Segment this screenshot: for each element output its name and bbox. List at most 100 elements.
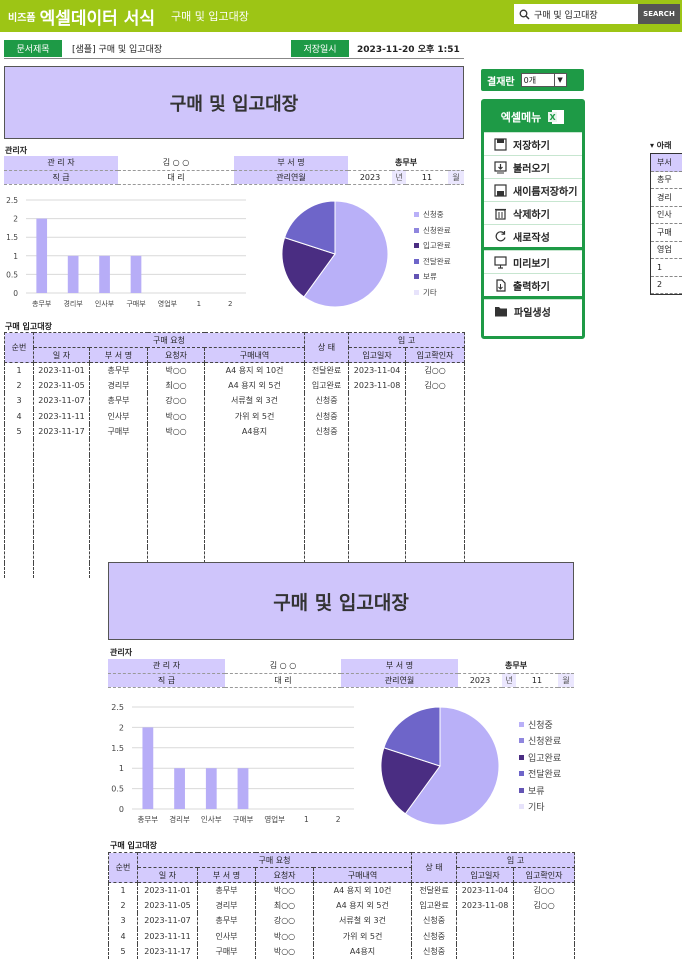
cell-content[interactable] <box>203 547 306 563</box>
cell-status[interactable]: 신청중 <box>304 393 350 409</box>
month-value[interactable]: 11 <box>406 170 448 185</box>
save-button[interactable]: 저장하기 <box>484 132 582 155</box>
cell-date[interactable] <box>33 501 90 517</box>
cell-requester[interactable] <box>147 547 205 563</box>
cell-status[interactable]: 입고완료 <box>411 897 458 914</box>
cell-rchecker[interactable] <box>405 439 466 455</box>
cell-no[interactable]: 2 <box>4 377 34 394</box>
cell-requester[interactable]: 최○○ <box>147 377 205 394</box>
cell-no[interactable]: 5 <box>108 944 138 960</box>
dept-value[interactable]: 총무부 <box>348 156 465 171</box>
cell-requester[interactable] <box>147 516 205 532</box>
new-button[interactable]: 새로작성 <box>484 224 582 247</box>
cell-date[interactable] <box>33 485 90 502</box>
cell-no[interactable] <box>4 516 34 532</box>
cell-date[interactable] <box>33 562 90 578</box>
cell-content[interactable] <box>203 531 306 548</box>
cell-date[interactable]: 2023-11-17 <box>33 424 90 440</box>
cell-dept[interactable]: 구매부 <box>89 424 148 440</box>
cell-dept[interactable]: 경리부 <box>89 377 148 394</box>
cell-requester[interactable]: 박○○ <box>255 882 314 898</box>
cell-rdate[interactable]: 2023-11-08 <box>348 377 407 394</box>
cell-content[interactable]: A4 용지 외 5건 <box>203 377 306 394</box>
cell-status[interactable] <box>304 454 350 471</box>
cell-date[interactable] <box>33 531 90 548</box>
create-file-button[interactable]: 파일생성 <box>484 299 582 322</box>
cell-status[interactable]: 신청중 <box>411 944 458 960</box>
cell-content[interactable] <box>203 439 306 455</box>
cell-rchecker[interactable] <box>405 516 466 532</box>
cell-rdate[interactable]: 2023-11-04 <box>456 882 515 898</box>
cell-date[interactable]: 2023-11-07 <box>33 393 90 409</box>
cell-no[interactable] <box>4 470 34 486</box>
cell-rchecker[interactable]: 김○○ <box>513 897 576 914</box>
cell-rdate[interactable] <box>456 928 515 945</box>
cell-dept[interactable] <box>89 470 148 486</box>
cell-no[interactable]: 4 <box>4 408 34 425</box>
cell-requester[interactable] <box>147 454 205 471</box>
cell-date[interactable] <box>33 547 90 563</box>
cell-status[interactable] <box>304 547 350 563</box>
cell-status[interactable] <box>304 516 350 532</box>
cell-dept[interactable]: 인사부 <box>197 928 256 945</box>
cell-rchecker[interactable]: 김○○ <box>405 377 466 394</box>
cell-rdate[interactable]: 2023-11-08 <box>456 897 515 914</box>
cell-rchecker[interactable] <box>513 928 576 945</box>
cell-status[interactable] <box>304 439 350 455</box>
cell-content[interactable]: A4 용지 외 10건 <box>203 362 306 378</box>
cell-status[interactable]: 신청중 <box>304 424 350 440</box>
print-button[interactable]: 출력하기 <box>484 273 582 296</box>
cell-rdate[interactable] <box>348 439 407 455</box>
cell-dept[interactable]: 경리부 <box>197 897 256 914</box>
cell-requester[interactable]: 박○○ <box>147 424 205 440</box>
cell-content[interactable]: A4용지 <box>203 424 306 440</box>
cell-requester[interactable]: 강○○ <box>147 393 205 409</box>
search-input[interactable]: 구매 및 입고대장 <box>514 4 638 24</box>
chevron-down-icon[interactable]: ▼ <box>553 74 566 86</box>
manager-value[interactable]: 김 ○ ○ <box>118 156 234 171</box>
cell-requester[interactable] <box>147 485 205 502</box>
cell-no[interactable]: 4 <box>108 928 138 945</box>
cell-rdate[interactable] <box>348 485 407 502</box>
cell-no[interactable]: 3 <box>108 913 138 929</box>
cell-date[interactable] <box>33 439 90 455</box>
cell-rchecker[interactable] <box>405 470 466 486</box>
cell-dept[interactable]: 구매부 <box>197 944 256 960</box>
save-as-button[interactable]: 새이름저장하기 <box>484 178 582 201</box>
cell-rchecker[interactable] <box>405 408 466 425</box>
cell-no[interactable] <box>4 501 34 517</box>
search-button[interactable]: SEARCH <box>638 4 680 24</box>
cell-status[interactable] <box>304 501 350 517</box>
cell-date[interactable] <box>33 470 90 486</box>
cell-requester[interactable]: 박○○ <box>255 944 314 960</box>
cell-status[interactable] <box>304 470 350 486</box>
cell-date[interactable] <box>33 454 90 471</box>
preview-button[interactable]: 미리보기 <box>484 250 582 273</box>
cell-no[interactable]: 1 <box>108 882 138 898</box>
cell-date[interactable]: 2023-11-11 <box>137 928 198 945</box>
cell-content[interactable]: A4 용지 외 10건 <box>312 882 413 898</box>
cell-requester[interactable]: 박○○ <box>147 362 205 378</box>
cell-dept[interactable] <box>89 531 148 548</box>
cell-requester[interactable]: 박○○ <box>255 928 314 945</box>
cell-content[interactable] <box>203 501 306 517</box>
cell-status[interactable]: 전달완료 <box>304 362 350 378</box>
cell-dept[interactable] <box>89 501 148 517</box>
cell-status[interactable]: 입고완료 <box>304 377 350 394</box>
cell-no[interactable] <box>4 485 34 502</box>
cell-dept[interactable] <box>89 454 148 471</box>
cell-requester[interactable]: 강○○ <box>255 913 314 929</box>
cell-rchecker[interactable]: 김○○ <box>513 882 576 898</box>
cell-status[interactable]: 신청중 <box>411 913 458 929</box>
cell-dept[interactable]: 총무부 <box>89 362 148 378</box>
cell-date[interactable]: 2023-11-01 <box>33 362 90 378</box>
cell-rchecker[interactable]: 김○○ <box>405 362 466 378</box>
cell-content[interactable]: 서류철 외 3건 <box>203 393 306 409</box>
cell-dept[interactable]: 총무부 <box>197 913 256 929</box>
cell-dept[interactable]: 인사부 <box>89 408 148 425</box>
cell-requester[interactable]: 박○○ <box>147 408 205 425</box>
cell-dept[interactable]: 총무부 <box>197 882 256 898</box>
cell-requester[interactable] <box>147 501 205 517</box>
cell-rchecker[interactable] <box>405 531 466 548</box>
cell-content[interactable]: 가위 외 5건 <box>312 928 413 945</box>
